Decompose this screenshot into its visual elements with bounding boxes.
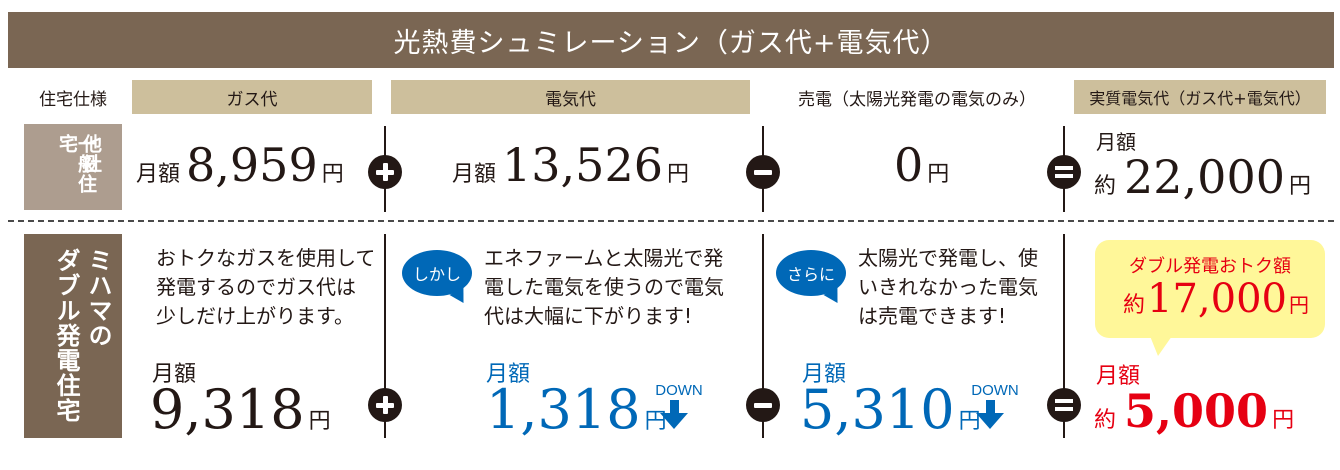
row-label-mihama: ミハマの ダブル発電住宅 bbox=[24, 234, 122, 438]
down-arrow-icon bbox=[660, 413, 688, 429]
mihama-real-prefix: 約 bbox=[1094, 408, 1117, 433]
other-electric-unit: 円 bbox=[666, 162, 689, 187]
savings-callout-value: 17,000 bbox=[1147, 276, 1287, 322]
savings-callout: ダブル発電おトク額 約 17,000 円 bbox=[1095, 240, 1325, 338]
mihama-electric-amount: 1,318 円 bbox=[486, 378, 667, 441]
other-sell-unit: 円 bbox=[927, 162, 950, 187]
other-real-unit: 円 bbox=[1288, 174, 1311, 199]
mihama-electric-desc-line: 代は大幅に下がります! bbox=[484, 304, 693, 328]
down-arrow-icon bbox=[670, 400, 679, 414]
plus-icon bbox=[368, 155, 402, 189]
mihama-real-value: 5,000 bbox=[1124, 384, 1269, 438]
other-electric-value: 13,526 bbox=[502, 138, 663, 192]
mihama-sell-desc-line: は売電できます! bbox=[858, 304, 1007, 328]
row-label-other-line1: 他社 bbox=[80, 134, 102, 174]
other-electric-amount: 月額 13,526 円 bbox=[452, 138, 689, 192]
header-sell: 売電（太陽光発電の電気のみ） bbox=[798, 89, 1036, 110]
other-sell-amount: 0 円 bbox=[894, 138, 949, 192]
mihama-sell-down-text: DOWN bbox=[971, 382, 1019, 399]
row-label-mihama-line1: ミハマの bbox=[84, 248, 112, 348]
down-arrow-icon bbox=[976, 413, 1004, 429]
mihama-electric-value: 1,318 bbox=[486, 378, 641, 441]
mihama-gas-label: 月額 bbox=[152, 362, 197, 387]
divider-1-bottom bbox=[384, 234, 386, 438]
row-label-other: 他社 一般住宅 bbox=[24, 124, 122, 210]
mihama-gas-desc-line: 少しだけ上がります。 bbox=[156, 304, 354, 328]
row-label-other-line2: 一般住宅 bbox=[56, 134, 97, 194]
header-spec: 住宅仕様 bbox=[39, 89, 107, 110]
other-real-prefix: 約 bbox=[1094, 174, 1117, 199]
equals-icon bbox=[1047, 388, 1081, 422]
header-gas: ガス代 bbox=[132, 80, 372, 114]
divider-3-bottom bbox=[1063, 234, 1065, 438]
mihama-real-label: 月額 bbox=[1096, 364, 1141, 389]
mihama-gas-unit: 円 bbox=[308, 409, 331, 434]
savings-callout-unit: 円 bbox=[1288, 293, 1309, 317]
mihama-electric-label: 月額 bbox=[486, 362, 531, 387]
mihama-sell-unit: 円 bbox=[958, 409, 981, 434]
other-electric-prefix: 月額 bbox=[452, 162, 497, 187]
row-separator bbox=[8, 220, 1334, 222]
mihama-electric-desc-line: エネファームと太陽光で発 bbox=[484, 246, 724, 270]
mihama-sell-label: 月額 bbox=[802, 362, 847, 387]
mihama-gas-desc-line: 発電するのでガス代は bbox=[156, 275, 356, 299]
other-gas-unit: 円 bbox=[321, 162, 344, 187]
minus-icon bbox=[746, 155, 780, 189]
down-arrow-icon bbox=[986, 400, 995, 414]
mihama-electric-desc: エネファームと太陽光で発 電した電気を使うので電気 代は大幅に下がります! bbox=[484, 244, 724, 331]
savings-callout-prefix: 約 bbox=[1123, 293, 1146, 318]
divider-2-bottom bbox=[762, 234, 764, 438]
mihama-sell-desc-line: 太陽光で発電し、使 bbox=[858, 246, 1038, 270]
mihama-sell-desc-line: いきれなかった電気 bbox=[858, 275, 1038, 299]
mihama-gas-desc-line: おトクなガスを使用して bbox=[156, 246, 376, 270]
plus-icon bbox=[368, 388, 402, 422]
savings-callout-amount: 約 17,000 円 bbox=[1123, 276, 1309, 322]
mihama-real-unit: 円 bbox=[1272, 408, 1295, 433]
mihama-gas-desc: おトクなガスを使用して 発電するのでガス代は 少しだけ上がります。 bbox=[156, 244, 375, 331]
mihama-real-amount: 約 5,000 円 bbox=[1094, 384, 1294, 438]
savings-callout-tail bbox=[1150, 336, 1172, 356]
header-real: 実質電気代（ガス代+電気代） bbox=[1074, 80, 1326, 114]
other-real-amount: 約 22,000 円 bbox=[1094, 150, 1311, 204]
bubble-shikashi: しかし bbox=[402, 250, 472, 296]
mihama-electric-desc-line: 電した電気を使うので電気 bbox=[484, 275, 724, 299]
other-gas-amount: 月額 8,959 円 bbox=[136, 138, 344, 192]
mihama-sell-desc: 太陽光で発電し、使 いきれなかった電気 は売電できます! bbox=[858, 244, 1038, 331]
bubble-sarani: さらに bbox=[776, 250, 846, 296]
page-title: 光熱費シュミレーション（ガス代+電気代） bbox=[8, 12, 1334, 68]
header-electric: 電気代 bbox=[391, 80, 750, 114]
row-label-mihama-line2: ダブル発電住宅 bbox=[52, 248, 80, 423]
other-real-label: 月額 bbox=[1096, 130, 1136, 154]
minus-icon bbox=[746, 388, 780, 422]
mihama-sell-amount: 5,310 円 bbox=[800, 378, 981, 441]
mihama-gas-amount: 9,318 円 bbox=[150, 378, 331, 441]
other-gas-value: 8,959 bbox=[186, 138, 318, 192]
mihama-electric-down-text: DOWN bbox=[655, 382, 703, 399]
other-sell-value: 0 bbox=[894, 138, 924, 192]
equals-icon bbox=[1047, 155, 1081, 189]
savings-callout-title: ダブル発電おトク額 bbox=[1129, 256, 1291, 277]
mihama-gas-value: 9,318 bbox=[150, 378, 305, 441]
other-real-value: 22,000 bbox=[1124, 150, 1285, 204]
other-gas-prefix: 月額 bbox=[136, 162, 181, 187]
mihama-sell-value: 5,310 bbox=[800, 378, 955, 441]
